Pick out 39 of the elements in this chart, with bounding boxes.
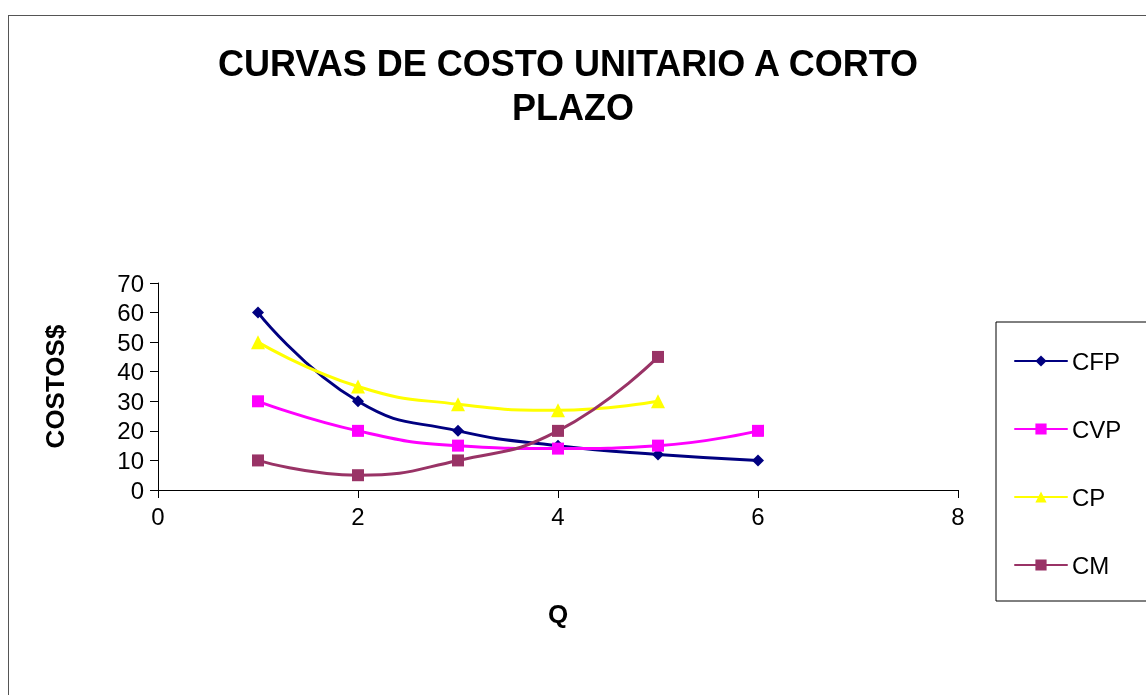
x-tick-label: 8 <box>951 502 965 530</box>
point <box>252 395 264 408</box>
legend-label: CM <box>1072 551 1110 579</box>
point <box>252 454 264 467</box>
y-tick-label: 20 <box>117 417 144 445</box>
chart-title: CURVAS DE COSTO UNITARIO A CORTO PLAZO <box>217 42 929 128</box>
x-axis-title: Q <box>547 599 569 629</box>
point <box>752 454 764 467</box>
y-tick-label: 60 <box>117 299 144 327</box>
y-tick-label: 40 <box>117 358 144 386</box>
point <box>652 439 664 452</box>
y-tick-label: 30 <box>117 387 144 415</box>
y-tick-label: 50 <box>117 328 144 356</box>
point <box>452 439 464 452</box>
y-tick-label: 0 <box>130 476 144 504</box>
point <box>451 397 465 412</box>
point <box>651 394 665 409</box>
point <box>352 395 364 408</box>
legend-label: CVP <box>1072 415 1122 443</box>
legend-label: CFP <box>1072 347 1120 375</box>
point <box>551 403 565 418</box>
point <box>452 454 464 467</box>
legend-label: CP <box>1072 483 1106 511</box>
point <box>252 306 264 319</box>
x-tick-label: 2 <box>351 502 365 530</box>
y-tick-label: 70 <box>117 269 144 297</box>
point <box>652 350 664 363</box>
x-tick-label: 4 <box>551 502 565 530</box>
point <box>351 379 365 394</box>
point <box>752 424 764 437</box>
point <box>251 335 265 350</box>
point <box>452 424 464 437</box>
x-tick-label: 6 <box>751 502 765 530</box>
x-tick-label: 0 <box>151 502 165 530</box>
point <box>352 469 364 482</box>
point <box>552 424 564 437</box>
y-axis-title: COSTOS$ <box>40 324 70 449</box>
point <box>352 424 364 437</box>
y-tick-label: 10 <box>117 446 144 474</box>
